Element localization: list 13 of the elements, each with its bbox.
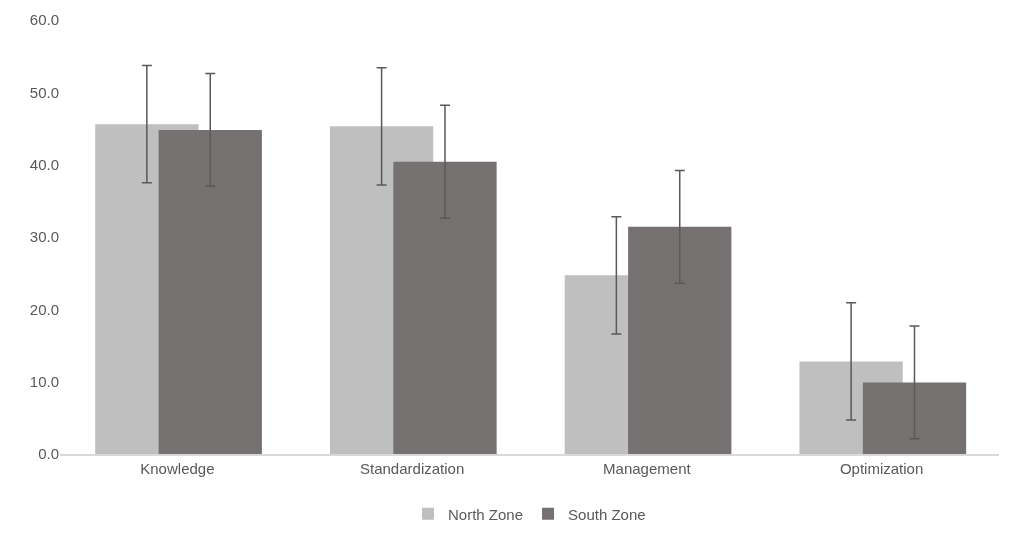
x-tick-label: Optimization [839,459,924,477]
y-tick-label: 50.0 [29,83,59,101]
y-tick-label: 10.0 [29,372,59,390]
x-tick-label: Management [603,459,692,477]
y-tick-label: 0.0 [38,445,59,463]
x-tick-label: Standardization [360,459,465,477]
y-tick-label: 60.0 [29,11,59,29]
y-tick-label: 30.0 [29,228,59,246]
y-tick-label: 20.0 [29,300,59,318]
y-tick-label: 40.0 [29,155,59,173]
legend-label: North Zone [448,505,524,523]
x-tick-label: Knowledge [140,459,215,477]
legend-label: South Zone [568,505,646,523]
